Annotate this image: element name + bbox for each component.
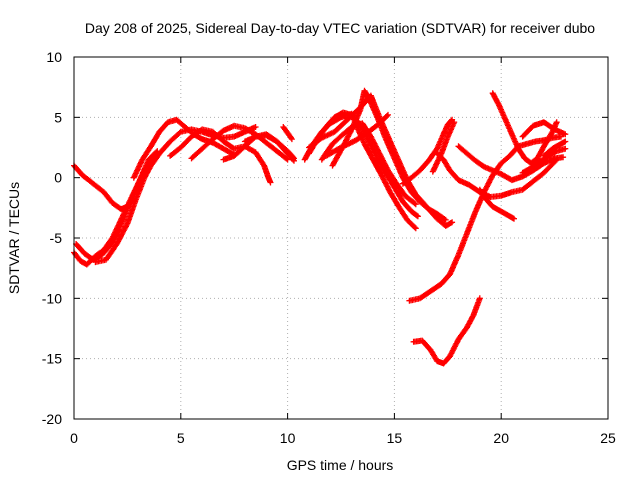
x-tick-label: 0: [70, 430, 78, 446]
series-arc-23: [406, 133, 564, 304]
y-tick-label: -5: [50, 230, 63, 246]
y-tick-label: -15: [42, 351, 62, 367]
axis-ticks: 0 5 10 15 20 25 -20 -15 -10 -5 0 5 10: [42, 49, 616, 446]
series-arc-26: [519, 145, 569, 176]
y-tick-label: 0: [54, 170, 62, 186]
series-arc-28: [540, 138, 569, 159]
series-arc-10: [241, 132, 297, 164]
series-arc-27: [519, 119, 569, 140]
point-marks: [519, 145, 569, 176]
x-tick-label: 20: [493, 430, 509, 446]
x-axis-label: GPS time / hours: [287, 457, 394, 473]
point-marks: [241, 132, 297, 164]
x-tick-label: 15: [387, 430, 403, 446]
point-marks: [323, 111, 391, 159]
data-points: [71, 87, 569, 367]
y-axis-label: SDTVAR / TECUs: [6, 182, 22, 294]
series-arc-25: [489, 90, 560, 167]
y-tick-label: 10: [46, 49, 62, 65]
point-marks: [540, 138, 569, 159]
point-marks: [455, 143, 567, 184]
point-marks: [410, 295, 483, 367]
chart-title: Day 208 of 2025, Sidereal Day-to-day VTE…: [85, 20, 595, 36]
x-tick-label: 10: [280, 430, 296, 446]
x-tick-label: 5: [177, 430, 185, 446]
point-marks: [406, 133, 564, 304]
point-marks: [220, 143, 274, 186]
point-marks: [489, 90, 560, 167]
y-tick-label: -10: [42, 290, 62, 306]
series-arc-21: [455, 143, 567, 184]
series-arc-09: [220, 143, 274, 186]
series-arc-18: [399, 116, 456, 187]
point-marks: [280, 124, 295, 143]
point-marks: [519, 119, 569, 140]
point-marks: [399, 116, 456, 187]
series-arc-24: [410, 295, 483, 367]
series-arc-11: [280, 124, 295, 143]
x-tick-label: 25: [600, 430, 616, 446]
y-tick-label: -20: [42, 411, 62, 427]
series-arc-17: [323, 111, 391, 159]
y-tick-label: 5: [54, 109, 62, 125]
